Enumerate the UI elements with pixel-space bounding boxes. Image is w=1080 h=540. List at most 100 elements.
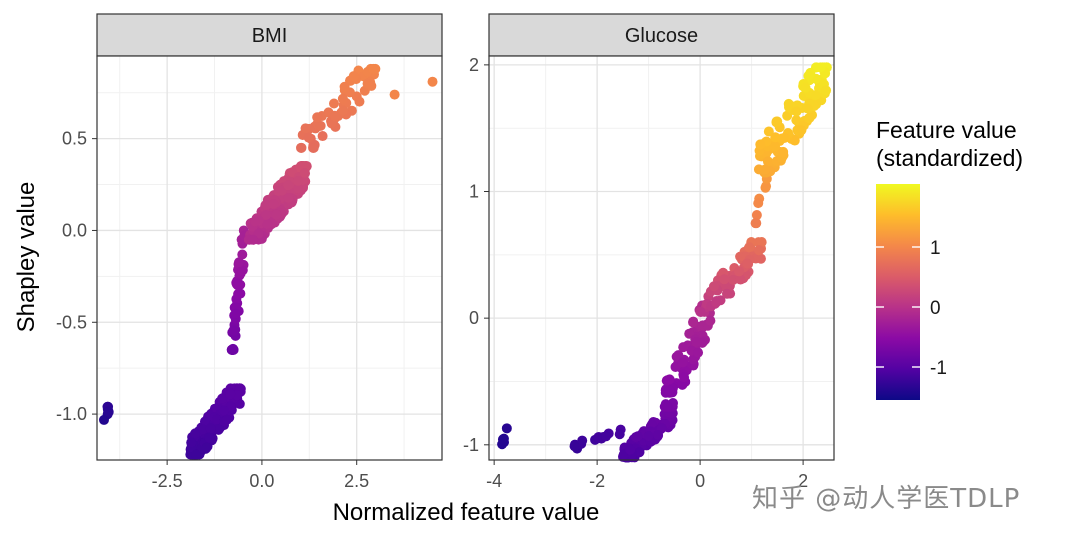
data-point — [753, 198, 764, 209]
data-point — [329, 110, 340, 121]
data-point — [569, 441, 580, 452]
data-point — [362, 78, 373, 89]
data-point — [98, 414, 109, 425]
y-tick-label: -1 — [463, 435, 479, 455]
data-point — [283, 180, 294, 191]
legend-tick-label: 1 — [930, 238, 941, 259]
data-point — [711, 297, 722, 308]
facet-strip — [488, 13, 835, 57]
data-point — [219, 405, 230, 416]
data-point — [497, 434, 508, 445]
data-point — [735, 274, 746, 285]
data-point — [632, 431, 643, 442]
data-point — [772, 116, 783, 127]
data-point — [708, 281, 719, 292]
data-point — [262, 218, 273, 229]
data-point — [677, 379, 688, 390]
data-point — [328, 98, 339, 109]
data-point — [354, 96, 365, 107]
data-point — [261, 199, 272, 210]
data-point — [221, 414, 232, 425]
x-tick-label: 0.0 — [249, 471, 274, 491]
facet-strip-label: BMI — [252, 25, 288, 47]
data-point — [337, 93, 348, 104]
data-point — [779, 132, 790, 143]
data-point — [653, 430, 664, 441]
y-tick-label: 0.0 — [62, 220, 87, 240]
data-point — [231, 279, 242, 290]
data-point — [721, 288, 732, 299]
data-point — [750, 218, 761, 229]
data-point — [283, 192, 294, 203]
data-point — [791, 106, 802, 117]
data-point — [293, 175, 304, 186]
data-point — [271, 209, 282, 220]
data-point — [734, 266, 745, 277]
data-point — [664, 374, 675, 385]
panel-bmi: BMI -2.5 0.0 2.5 -1.0 -0.5 0.0 0.5 — [56, 13, 443, 491]
watermark-text: 知乎 @动人学医TDLP — [752, 484, 1021, 514]
data-point — [348, 71, 359, 82]
data-point — [234, 257, 245, 268]
data-point — [784, 102, 795, 113]
data-point — [770, 141, 781, 152]
legend-tick-label: 0 — [930, 298, 941, 319]
data-point — [268, 198, 279, 209]
y-tick-label: 1 — [469, 182, 479, 202]
data-point — [688, 317, 699, 328]
data-point — [260, 209, 271, 220]
data-point — [742, 258, 753, 269]
data-point — [237, 265, 248, 276]
data-point — [317, 131, 328, 142]
data-point — [227, 344, 238, 355]
panel-glucose: Glucose -4 -2 0 2 -1 0 1 2 — [463, 13, 835, 491]
data-point — [326, 118, 337, 129]
data-point — [691, 337, 702, 348]
color-legend: Feature value (standardized) 1 0 -1 — [876, 117, 1023, 400]
data-point — [719, 274, 730, 285]
x-tick-label: 0 — [695, 471, 705, 491]
data-point — [763, 126, 774, 137]
data-point — [339, 81, 350, 92]
data-point — [315, 120, 326, 131]
plot-area — [97, 56, 442, 460]
data-point — [293, 183, 304, 194]
data-point — [299, 168, 310, 179]
data-point — [204, 432, 215, 443]
data-point — [247, 234, 258, 245]
data-point — [679, 372, 690, 383]
facet-strip-label: Glucose — [625, 25, 698, 47]
points-bmi — [98, 63, 438, 460]
legend-title-line1: Feature value — [876, 117, 1017, 143]
data-point — [300, 123, 311, 134]
data-point — [214, 423, 225, 434]
data-point — [625, 444, 636, 455]
data-point — [237, 249, 248, 260]
x-tick-label: 2 — [798, 471, 808, 491]
data-point — [744, 242, 755, 253]
data-point — [810, 90, 821, 101]
data-point — [755, 139, 766, 150]
legend-title-line2: (standardized) — [876, 145, 1023, 171]
data-point — [501, 423, 512, 434]
data-point — [190, 428, 201, 439]
data-point — [296, 142, 307, 153]
data-point — [762, 156, 773, 167]
data-point — [821, 85, 832, 96]
legend-colorbar — [876, 184, 920, 400]
data-point — [705, 315, 716, 326]
x-tick-label: -4 — [486, 471, 502, 491]
data-point — [751, 210, 762, 221]
data-point — [427, 76, 438, 87]
data-point — [338, 105, 349, 116]
data-point — [250, 216, 261, 227]
points-glucose — [497, 62, 832, 463]
y-tick-label: 0 — [469, 308, 479, 328]
data-point — [815, 62, 826, 73]
data-point — [756, 237, 767, 248]
data-point — [804, 112, 815, 123]
data-point — [303, 132, 314, 143]
data-point — [728, 274, 739, 285]
data-point — [312, 112, 323, 123]
